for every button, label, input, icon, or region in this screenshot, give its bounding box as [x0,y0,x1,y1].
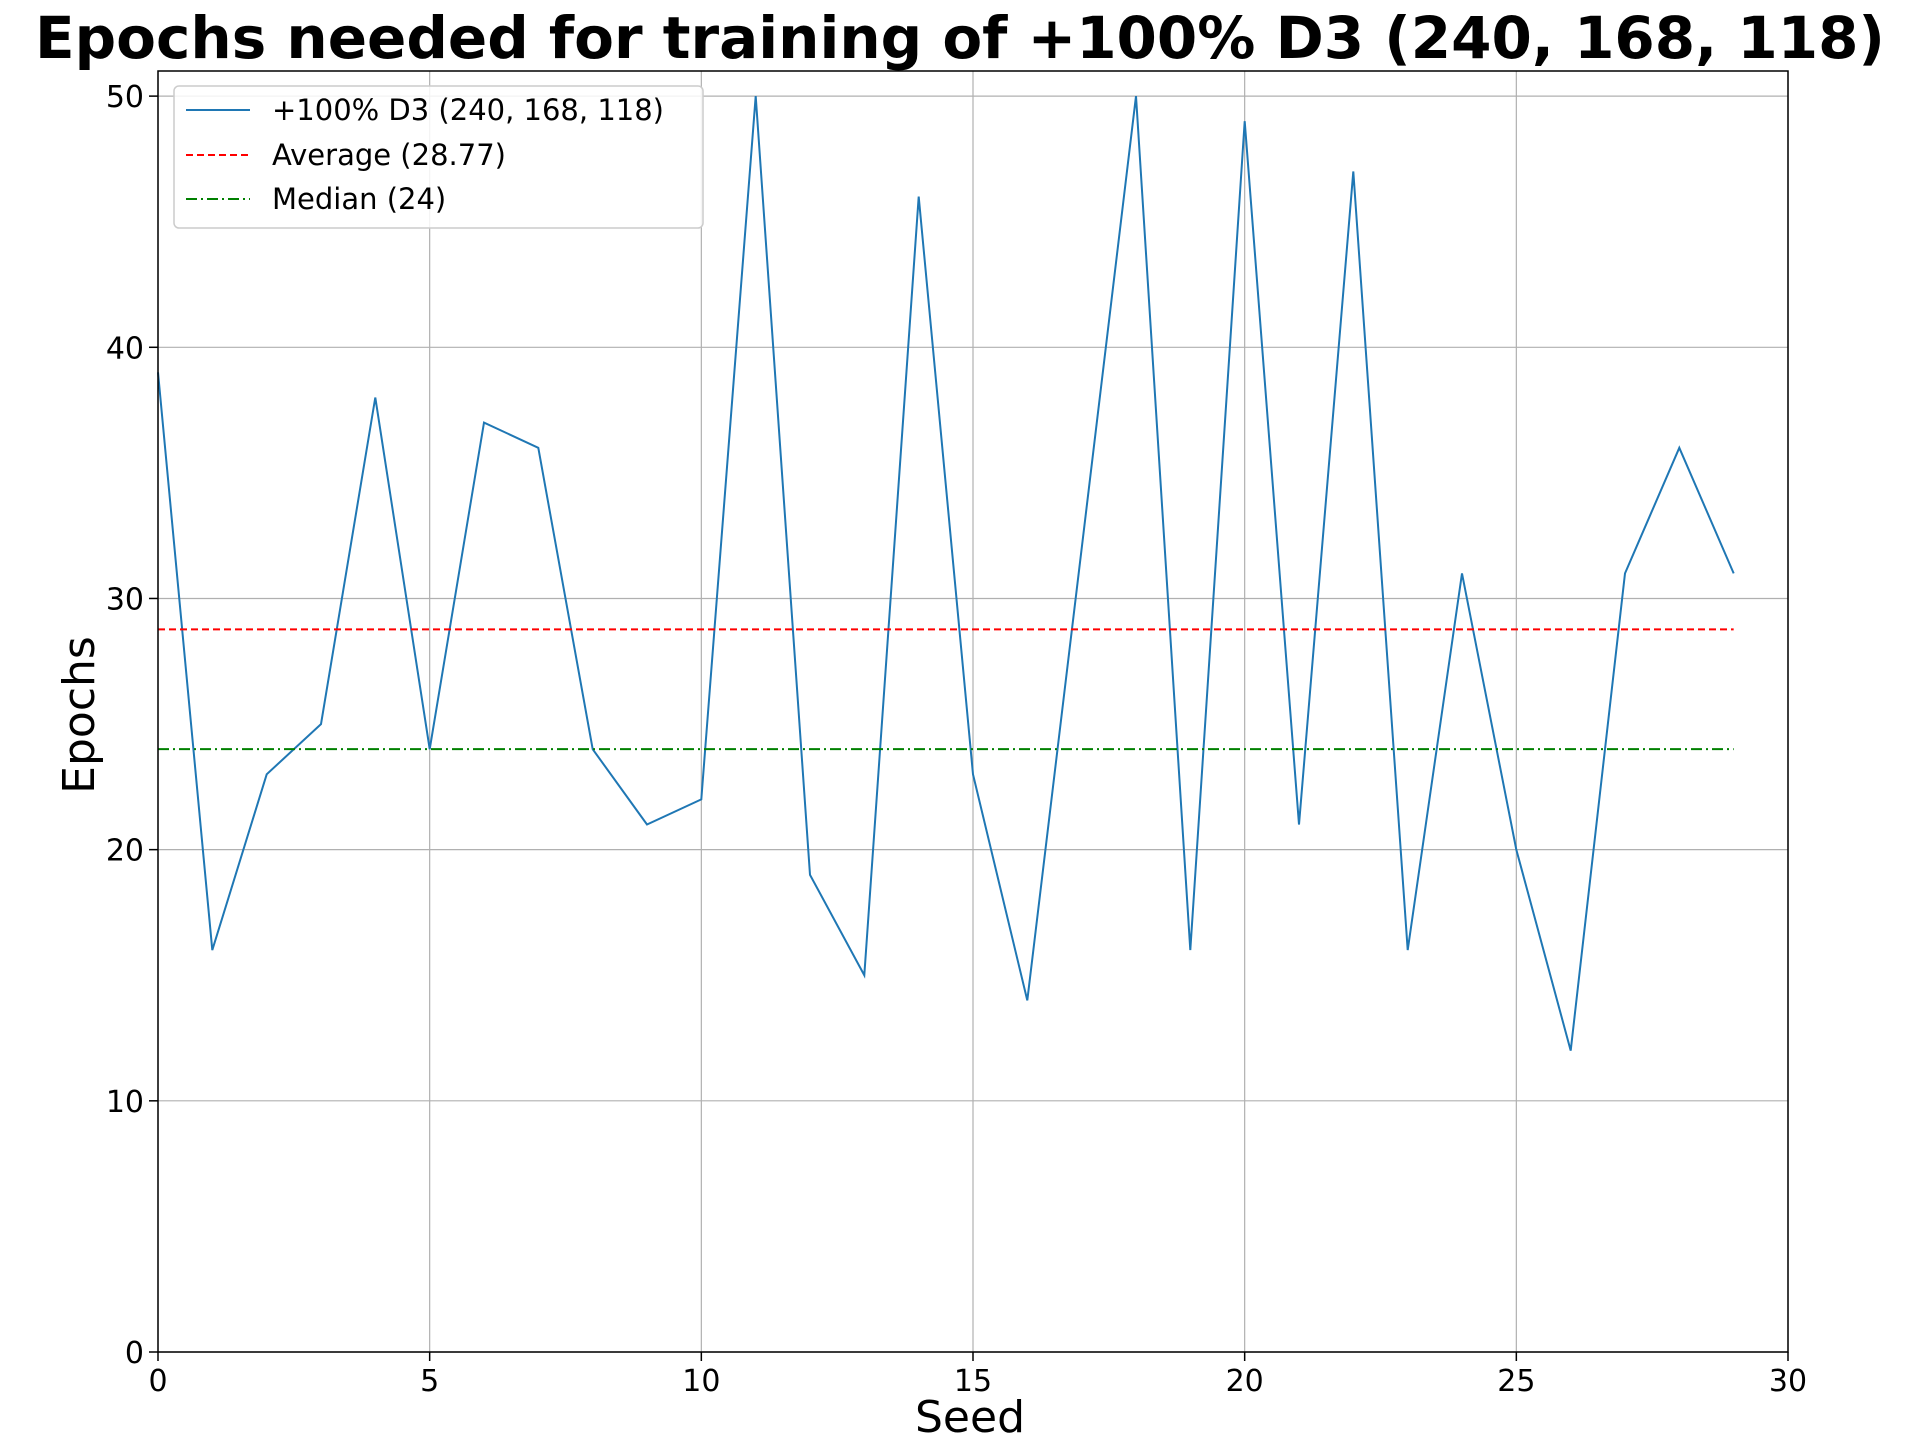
x-tick-label: 10 [682,1364,720,1399]
chart-title: Epochs needed for training of +100% D3 (… [35,4,1885,72]
y-tick-label: 10 [106,1085,144,1120]
series-layer [157,95,1735,1051]
grid-lines [157,71,1789,1353]
series-line-epochs [157,95,1735,1051]
y-tick-label: 50 [106,80,144,115]
x-tick-label: 25 [1497,1364,1535,1399]
x-axis: 0 5 10 15 20 25 30 [148,1352,1807,1399]
y-axis: 0 10 20 30 40 50 [106,80,158,1371]
legend-label-series: +100% D3 (240, 168, 118) [272,93,664,127]
y-axis-label: Epochs [54,636,105,794]
x-axis-label: Seed [915,1392,1025,1440]
y-tick-label: 40 [106,331,144,366]
y-tick-label: 0 [125,1336,144,1371]
x-tick-label: 20 [1226,1364,1264,1399]
legend: +100% D3 (240, 168, 118) Average (28.77)… [173,85,704,229]
y-tick-label: 20 [106,834,144,869]
legend-box [173,85,704,229]
x-tick-label: 5 [420,1364,439,1399]
x-tick-label: 15 [954,1364,992,1399]
legend-label-average: Average (28.77) [272,138,506,172]
legend-label-median: Median (24) [272,182,446,216]
x-tick-label: 0 [148,1364,167,1399]
x-tick-label: 30 [1769,1364,1807,1399]
y-tick-label: 30 [106,582,144,617]
